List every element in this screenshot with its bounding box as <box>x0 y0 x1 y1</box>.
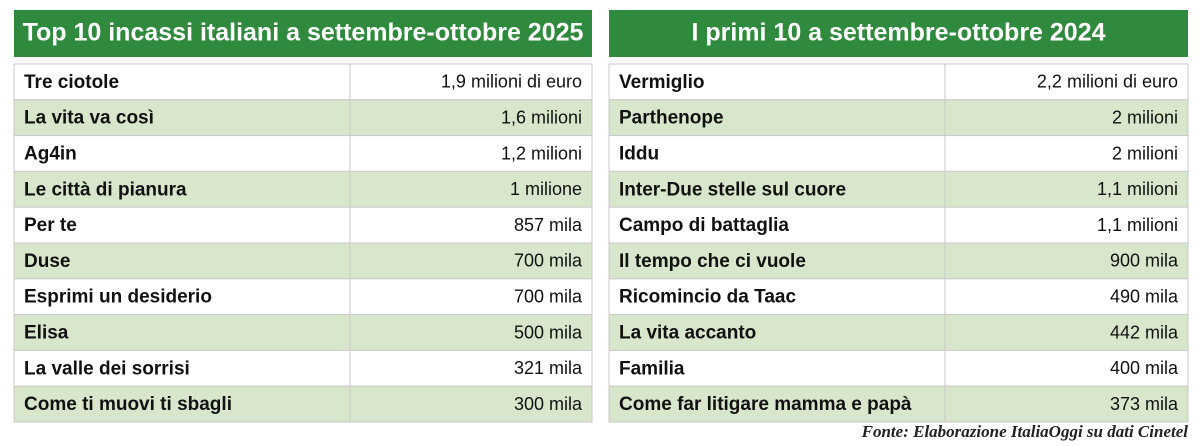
film-title: La valle dei sorrisi <box>24 358 190 379</box>
table-row <box>13 206 593 244</box>
film-title: Tre ciotole <box>24 72 119 93</box>
film-title: Per te <box>24 215 77 236</box>
table-row <box>608 242 1189 280</box>
film-title: Ricomincio da Taac <box>619 287 796 308</box>
table-row <box>608 206 1189 244</box>
table-row <box>608 99 1189 137</box>
box-office: 400 mila <box>1110 358 1179 378</box>
table-row <box>13 63 593 101</box>
box-office: 700 mila <box>514 286 583 306</box>
film-title: Esprimi un desiderio <box>24 287 212 308</box>
film-title: Duse <box>24 251 70 272</box>
table-title: Top 10 incassi italiani a settembre-otto… <box>23 19 584 47</box>
box-office: 1 milione <box>510 179 582 199</box>
box-office: 1,2 milioni <box>501 143 582 163</box>
film-title: Le città di pianura <box>24 179 187 200</box>
table-row <box>608 278 1189 316</box>
box-office: 500 mila <box>514 322 583 342</box>
header-bar <box>14 10 592 57</box>
source-note: Fonte: Elaborazione ItaliaOggi su dati C… <box>861 422 1189 441</box>
film-title: Il tempo che ci vuole <box>619 251 806 272</box>
film-title: Elisa <box>24 323 69 344</box>
film-title: Familia <box>619 358 685 379</box>
table-row <box>13 170 593 208</box>
box-office: 1,6 milioni <box>501 107 582 127</box>
table-row <box>13 314 593 351</box>
film-title: Ag4in <box>24 144 77 165</box>
film-title: La vita va così <box>24 108 154 129</box>
film-title: Parthenope <box>619 108 724 129</box>
film-title: Inter-Due stelle sul cuore <box>619 179 846 200</box>
table-row <box>13 135 593 172</box>
table-row <box>608 349 1189 387</box>
film-title: Come ti muovi ti sbagli <box>24 394 232 415</box>
film-title: Vermiglio <box>619 72 705 93</box>
box-office: 857 mila <box>514 215 583 235</box>
box-office: 321 mila <box>514 358 583 378</box>
table-row <box>608 135 1189 172</box>
film-title: La vita accanto <box>619 323 756 344</box>
box-office: 442 mila <box>1110 322 1179 342</box>
table-row <box>13 349 593 387</box>
box-office: 700 mila <box>514 251 583 271</box>
film-title: Iddu <box>619 144 659 165</box>
box-office: 2 milioni <box>1112 107 1178 127</box>
table-row <box>608 170 1189 208</box>
film-title: Campo di battaglia <box>619 215 789 236</box>
box-office: 1,1 milioni <box>1097 215 1178 235</box>
table-row <box>13 385 593 423</box>
table-title: I primi 10 a settembre-ottobre 2024 <box>691 19 1105 47</box>
box-office: 2,2 milioni di euro <box>1037 72 1178 92</box>
box-office: 900 mila <box>1110 251 1179 271</box>
box-office: 2 milioni <box>1112 143 1178 163</box>
table-row <box>13 242 593 280</box>
table-row <box>608 385 1189 423</box>
box-office: 300 mila <box>514 394 583 414</box>
box-office: 1,9 milioni di euro <box>441 72 582 92</box>
header-bar <box>609 10 1188 57</box>
box-office: 373 mila <box>1110 394 1179 414</box>
box-office: 490 mila <box>1110 286 1179 306</box>
film-title: Come far litigare mamma e papà <box>619 394 912 415</box>
box-office: 1,1 milioni <box>1097 179 1178 199</box>
